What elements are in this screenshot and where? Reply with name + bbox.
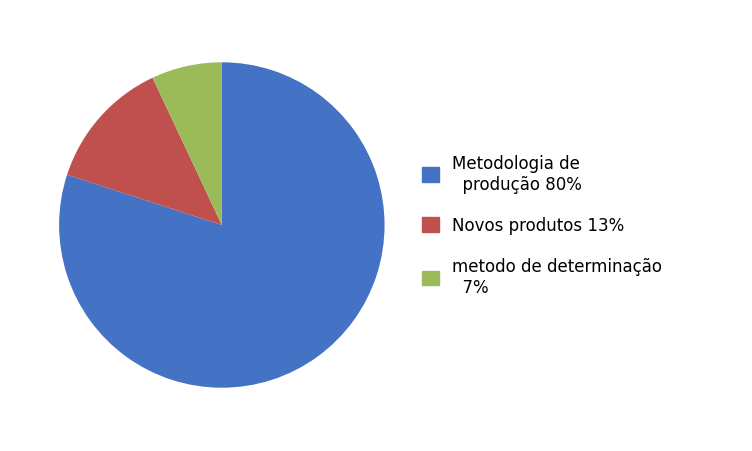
Legend: Metodologia de
  produção 80%, Novos produtos 13%, metodo de determinação
  7%: Metodologia de produção 80%, Novos produ… [422,155,662,296]
Wedge shape [67,78,222,226]
Wedge shape [153,63,222,226]
Wedge shape [59,63,384,388]
